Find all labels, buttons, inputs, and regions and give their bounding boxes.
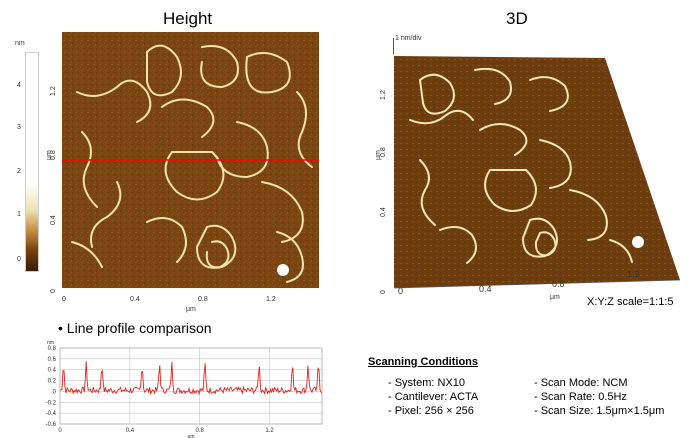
view3d-y-unit: µm <box>375 150 382 160</box>
scanning-conditions-title: Scanning Conditions <box>368 356 478 368</box>
colorbar-tick-label: 4 <box>17 82 21 89</box>
profile-y-tick-label: 0.6 <box>48 357 57 363</box>
height-x-tick-label: 0.4 <box>130 296 140 303</box>
profile-y-tick-label: -0.2 <box>46 400 57 406</box>
height-y-unit: µm <box>46 150 53 160</box>
z-axis-line <box>393 38 394 54</box>
height-y-tick-label: 1.2 <box>50 86 57 96</box>
colorbar-tick-label: 1 <box>17 211 21 218</box>
view3d-x-tick-label: 0 <box>398 286 404 296</box>
profile-plot-frame <box>59 347 323 425</box>
view3d-particle <box>632 236 644 248</box>
view3d-x-tick-label: 1.2 <box>627 269 640 279</box>
profile-y-tick-label: -0.6 <box>46 422 57 428</box>
profile-y-tick-label: 0.2 <box>48 379 57 385</box>
conditions-left-3: - Pixel: 256 × 256 <box>388 405 474 417</box>
view3d-x-unit: µm <box>550 294 560 301</box>
profile-x-unit: µm <box>187 434 194 438</box>
height-x-tick-label: 0.8 <box>198 296 208 303</box>
view3d-surface[interactable] <box>380 40 690 300</box>
height-colorbar <box>25 52 39 272</box>
profile-x-tick-label: 0 <box>58 428 62 434</box>
colorbar-tick-label: 3 <box>17 124 21 131</box>
height-x-unit: µm <box>186 306 196 313</box>
view3d-y-tick-label: 0 <box>380 290 387 294</box>
profile-trace <box>59 361 323 396</box>
conditions-left-2: - Cantilever: ACTA <box>388 391 479 403</box>
height-particle <box>277 264 289 276</box>
height-image[interactable] <box>62 32 319 288</box>
view3d-y-tick-label: 1.2 <box>380 90 387 100</box>
profile-x-tick-label: 1.2 <box>265 428 274 434</box>
conditions-right-1: - Scan Mode: NCM <box>534 377 628 389</box>
profile-y-tick-label: -0.4 <box>46 411 57 417</box>
profile-y-tick-label: 0 <box>53 389 57 395</box>
view3d-y-tick-label: 0.4 <box>380 207 387 217</box>
height-x-tick-label: 0 <box>62 296 66 303</box>
conditions-right-3: - Scan Size: 1.5μm×1.5μm <box>534 405 665 417</box>
view3d-x-tick-label: 0.8 <box>552 279 565 289</box>
view3d-x-tick-label: 0.4 <box>479 284 492 294</box>
height-title: Height <box>163 9 213 28</box>
profile-y-tick-label: 0.8 <box>48 346 57 352</box>
height-y-tick-label: 0 <box>50 289 57 293</box>
profile-y-unit: nm <box>47 340 54 346</box>
conditions-right-2: - Scan Rate: 0.5Hz <box>534 391 627 403</box>
colorbar-tick-label: 2 <box>17 168 21 175</box>
height-x-tick-label: 1.2 <box>266 296 276 303</box>
profile-x-tick-label: 0.4 <box>126 428 135 434</box>
height-image-texture <box>62 32 319 288</box>
line-profile-heading: • Line profile comparison <box>58 320 212 336</box>
colorbar-unit: nm <box>15 40 25 47</box>
line-profile-chart[interactable]: 0.8 0.6 0.4 0.2 0 -0.2 -0.4 -0.6 nm 0 0.4 0.8 1.2 µm <box>10 336 325 438</box>
view3d-title: 3D <box>506 9 528 28</box>
colorbar-tick-label: 0 <box>17 256 21 263</box>
height-y-tick-label: 0.4 <box>50 215 57 225</box>
profile-x-tick-label: 0.8 <box>196 428 205 434</box>
conditions-left-1: - System: NX10 <box>388 377 466 389</box>
profile-y-tick-label: 0.4 <box>48 368 57 374</box>
scale-ratio-label: X:Y:Z scale=1:1:5 <box>587 296 674 308</box>
z-scale-label: 1 nm/div <box>395 35 422 42</box>
